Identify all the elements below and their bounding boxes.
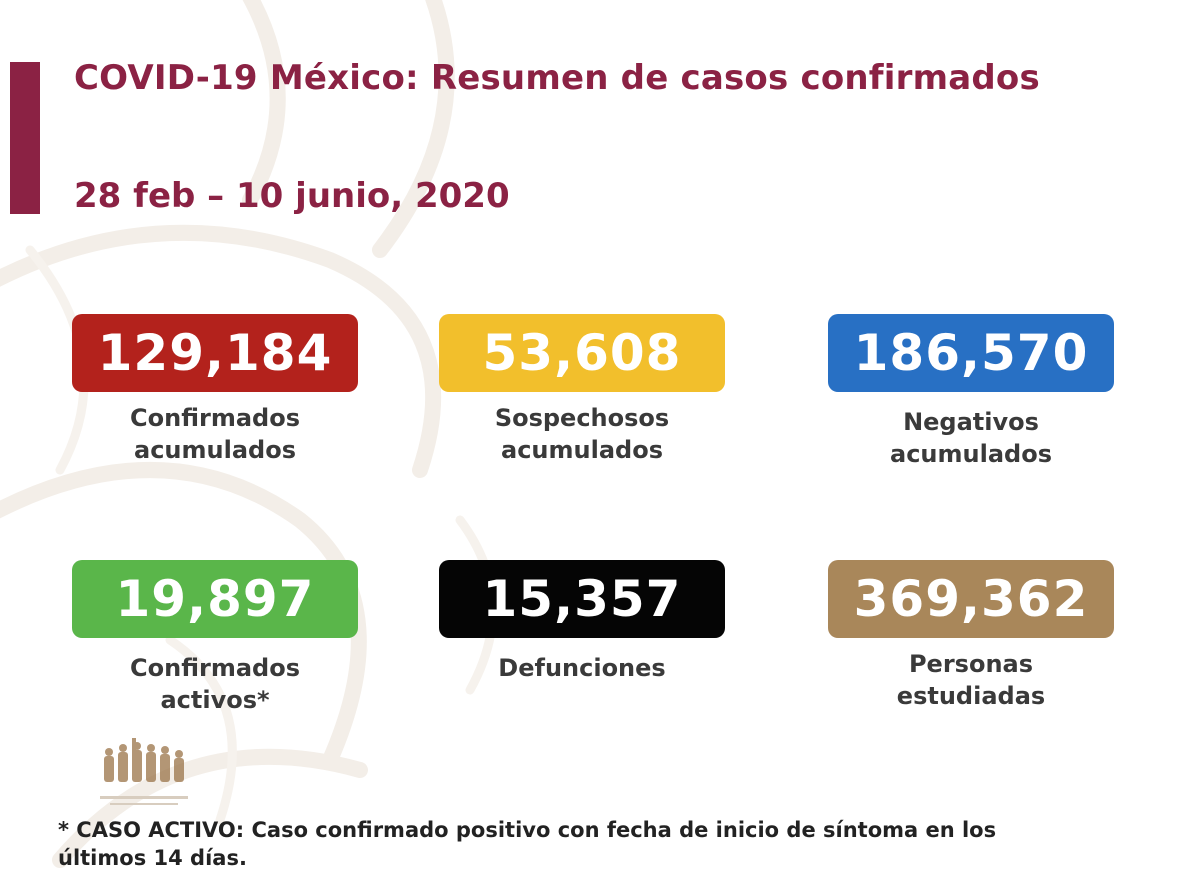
footnote-line2: últimos 14 días. xyxy=(58,846,247,870)
stat-value-box: 129,184 xyxy=(72,314,358,392)
stat-label-line2: estudiadas xyxy=(896,682,1046,710)
stat-label: Defunciones xyxy=(439,652,725,684)
stat-label-line2: acumulados xyxy=(890,440,1052,468)
accent-bar xyxy=(10,62,40,214)
stat-defunciones: 15,357 Defunciones xyxy=(439,560,725,684)
stat-value-box: 186,570 xyxy=(828,314,1114,392)
stat-confirmados-activos: 19,897 Confirmados activos* xyxy=(72,560,358,716)
stat-label: Sospechosos acumulados xyxy=(439,402,725,466)
stat-label-line1: Sospechosos xyxy=(494,404,670,432)
stat-value-box: 53,608 xyxy=(439,314,725,392)
page-title: COVID-19 México: Resumen de casos confir… xyxy=(74,58,1040,98)
stat-label-line1: Confirmados xyxy=(130,654,300,682)
stat-confirmados-acumulados: 129,184 Confirmados acumulados xyxy=(72,314,358,466)
date-range: 28 feb – 10 junio, 2020 xyxy=(74,176,510,216)
stat-label: Negativos acumulados xyxy=(828,406,1114,470)
stat-value-box: 15,357 xyxy=(439,560,725,638)
stat-label-line1: Personas xyxy=(908,650,1034,678)
stat-label: Confirmados acumulados xyxy=(72,402,358,466)
stat-negativos-acumulados: 186,570 Negativos acumulados xyxy=(828,314,1114,470)
stat-label-line1: Defunciones xyxy=(498,654,666,682)
government-emblem-icon xyxy=(100,738,188,805)
stat-value-box: 19,897 xyxy=(72,560,358,638)
stat-label-line2: acumulados xyxy=(134,436,296,464)
footnote: * CASO ACTIVO: Caso confirmado positivo … xyxy=(58,816,1158,872)
stat-label: Confirmados activos* xyxy=(72,652,358,716)
footnote-line1: * CASO ACTIVO: Caso confirmado positivo … xyxy=(58,818,997,842)
stat-label-line1: Negativos xyxy=(903,408,1039,436)
stat-label: Personas estudiadas xyxy=(828,648,1114,712)
stat-personas-estudiadas: 369,362 Personas estudiadas xyxy=(828,560,1114,712)
stat-label-line1: Confirmados xyxy=(130,404,300,432)
stat-sospechosos-acumulados: 53,608 Sospechosos acumulados xyxy=(439,314,725,466)
stat-value-box: 369,362 xyxy=(828,560,1114,638)
stat-label-line2: acumulados xyxy=(501,436,663,464)
stat-label-line2: activos* xyxy=(160,686,270,714)
